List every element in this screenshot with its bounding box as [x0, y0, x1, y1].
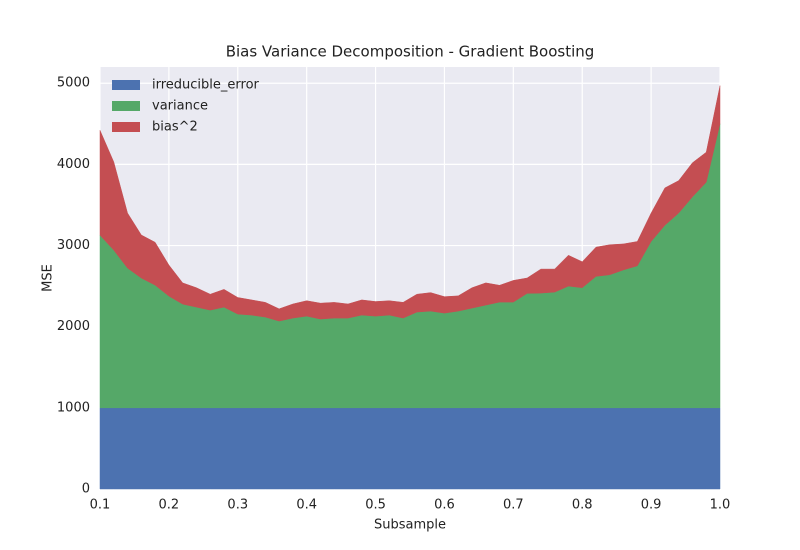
y-tick-label: 0 [82, 482, 90, 497]
y-tick-label: 3000 [57, 238, 90, 253]
legend-swatch [112, 122, 140, 132]
legend-label: variance [152, 99, 208, 114]
chart-title: Bias Variance Decomposition - Gradient B… [226, 43, 595, 61]
y-tick-label: 2000 [57, 319, 90, 334]
area [99, 407, 721, 490]
x-tick-label: 1.0 [710, 498, 731, 513]
x-tick-label: 0.4 [296, 498, 317, 513]
y-tick-label: 4000 [57, 157, 90, 172]
x-tick-label: 0.3 [227, 498, 248, 513]
y-tick-label: 1000 [57, 400, 90, 415]
legend-label: irreducible_error [152, 78, 260, 93]
x-tick-label: 0.9 [641, 498, 662, 513]
x-tick-label: 0.2 [159, 498, 180, 513]
x-tick-label: 0.8 [572, 498, 593, 513]
x-tick-label: 0.7 [503, 498, 524, 513]
x-tick-label: 0.1 [90, 498, 111, 513]
y-tick-label: 5000 [57, 76, 90, 91]
legend-label: bias^2 [152, 120, 198, 135]
legend-swatch [112, 80, 140, 90]
x-tick-label: 0.6 [434, 498, 455, 513]
area [99, 85, 721, 322]
x-tick-label: 0.5 [365, 498, 386, 513]
x-axis-label: Subsample [374, 518, 446, 533]
legend-swatch [112, 101, 140, 111]
y-axis-label: MSE [41, 264, 56, 292]
